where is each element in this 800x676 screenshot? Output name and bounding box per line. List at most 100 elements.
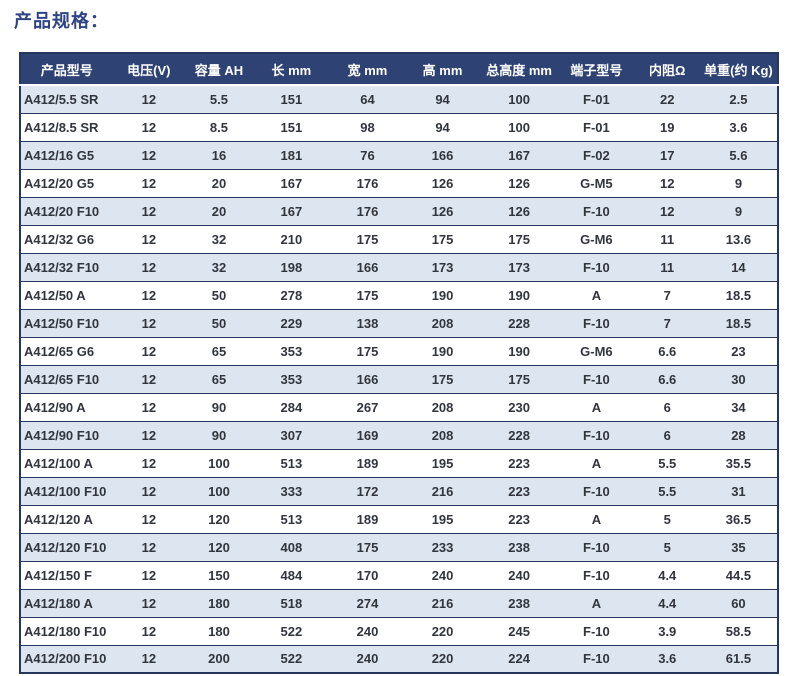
value-cell: 12 — [112, 196, 186, 225]
table-row: A412/32 G6 12 32 210 175 175 175 G-M6 11 13.6 — [20, 224, 778, 253]
table-row: A412/8.5 SR 12 8.5 151 98 94 100 F-01 19 3.6 — [20, 112, 778, 141]
table-row: A412/65 G6 12 65 353 175 190 190 G-M6 6.6 23 — [20, 336, 778, 365]
value-cell: 228 — [480, 420, 559, 449]
value-cell: 12 — [112, 224, 186, 253]
value-cell: 233 — [405, 532, 481, 561]
model-cell: A412/120 A — [20, 504, 113, 533]
value-cell: A — [558, 280, 635, 309]
model-cell: A412/100 A — [20, 448, 113, 477]
value-cell: 223 — [480, 476, 559, 505]
value-cell: 6 — [634, 420, 700, 449]
value-cell: 172 — [330, 476, 406, 505]
value-cell: 126 — [405, 196, 481, 225]
table-row: A412/16 G5 12 16 181 76 166 167 F-02 17 5.6 — [20, 140, 778, 169]
column-header-1: 产品型号 — [20, 53, 113, 86]
table-row: A412/5.5 SR 12 5.5 151 64 94 100 F-01 22 2.5 — [20, 85, 778, 113]
value-cell: 5 — [634, 504, 700, 533]
value-cell: 216 — [405, 588, 481, 617]
value-cell: 173 — [405, 252, 481, 281]
value-cell: 94 — [405, 85, 481, 113]
model-cell: A412/32 F10 — [20, 252, 113, 281]
value-cell: 522 — [252, 616, 330, 645]
value-cell: 190 — [480, 336, 559, 365]
model-cell: A412/65 G6 — [20, 336, 113, 365]
value-cell: 176 — [330, 196, 406, 225]
value-cell: 353 — [252, 336, 330, 365]
value-cell: 12 — [112, 280, 186, 309]
value-cell: 223 — [480, 504, 559, 533]
value-cell: 176 — [330, 168, 406, 197]
table-row: A412/180 F10 12 180 522 240 220 245 F-10 3.9 58.5 — [20, 616, 778, 645]
value-cell: 20 — [185, 168, 253, 197]
value-cell: 12 — [112, 364, 186, 393]
table-row: A412/200 F10 12 200 522 240 220 224 F-10 3.6 61.5 — [20, 644, 778, 673]
value-cell: 175 — [330, 532, 406, 561]
value-cell: 240 — [405, 560, 481, 589]
model-cell: A412/200 F10 — [20, 644, 113, 673]
value-cell: 64 — [330, 85, 406, 113]
table-row: A412/65 F10 12 65 353 166 175 175 F-10 6.6 30 — [20, 364, 778, 393]
value-cell: 220 — [405, 644, 481, 673]
value-cell: 408 — [252, 532, 330, 561]
value-cell: 61.5 — [699, 644, 778, 673]
model-cell: A412/32 G6 — [20, 224, 113, 253]
model-cell: A412/180 F10 — [20, 616, 113, 645]
value-cell: 126 — [480, 196, 559, 225]
value-cell: 17 — [634, 140, 700, 169]
value-cell: 175 — [330, 336, 406, 365]
value-cell: 278 — [252, 280, 330, 309]
value-cell: 120 — [185, 504, 253, 533]
value-cell: 195 — [405, 504, 481, 533]
value-cell: 22 — [634, 85, 700, 113]
value-cell: 4.4 — [634, 560, 700, 589]
value-cell: 200 — [185, 644, 253, 673]
table-row: A412/50 F10 12 50 229 138 208 228 F-10 7 18.5 — [20, 308, 778, 337]
value-cell: 223 — [480, 448, 559, 477]
value-cell: 151 — [252, 112, 330, 141]
value-cell: 9 — [699, 168, 778, 197]
value-cell: F-10 — [558, 252, 635, 281]
value-cell: F-02 — [558, 140, 635, 169]
value-cell: 4.4 — [634, 588, 700, 617]
model-cell: A412/20 F10 — [20, 196, 113, 225]
product-spec-table: 产品型号 电压(V) 容量 AH 长 mm 宽 mm 高 mm 总高度 mm 端子型号 内阻Ω 单… — [19, 52, 779, 674]
value-cell: 12 — [112, 616, 186, 645]
value-cell: 34 — [699, 392, 778, 421]
value-cell: 267 — [330, 392, 406, 421]
value-cell: A — [558, 392, 635, 421]
column-header-10: 单重(约 Kg) — [699, 53, 778, 86]
value-cell: 100 — [185, 448, 253, 477]
value-cell: 180 — [185, 588, 253, 617]
value-cell: 175 — [330, 280, 406, 309]
value-cell: F-01 — [558, 112, 635, 141]
value-cell: 3.6 — [634, 644, 700, 673]
value-cell: 98 — [330, 112, 406, 141]
value-cell: 3.9 — [634, 616, 700, 645]
table-row: A412/100 F10 12 100 333 172 216 223 F-10 5.5 31 — [20, 476, 778, 505]
value-cell: 100 — [185, 476, 253, 505]
model-cell: A412/100 F10 — [20, 476, 113, 505]
value-cell: 180 — [185, 616, 253, 645]
table-row: A412/20 G5 12 20 167 176 126 126 G-M5 12 9 — [20, 168, 778, 197]
value-cell: 6.6 — [634, 364, 700, 393]
value-cell: 12 — [112, 644, 186, 673]
value-cell: 228 — [480, 308, 559, 337]
value-cell: 12 — [112, 112, 186, 141]
value-cell: 44.5 — [699, 560, 778, 589]
model-cell: A412/90 F10 — [20, 420, 113, 449]
value-cell: 173 — [480, 252, 559, 281]
value-cell: 12 — [112, 308, 186, 337]
value-cell: 32 — [185, 224, 253, 253]
value-cell: 12 — [112, 252, 186, 281]
model-cell: A412/180 A — [20, 588, 113, 617]
value-cell: 12 — [112, 504, 186, 533]
value-cell: 190 — [480, 280, 559, 309]
model-cell: A412/16 G5 — [20, 140, 113, 169]
value-cell: 150 — [185, 560, 253, 589]
value-cell: 12 — [112, 588, 186, 617]
value-cell: 166 — [330, 364, 406, 393]
value-cell: F-10 — [558, 644, 635, 673]
value-cell: 7 — [634, 280, 700, 309]
value-cell: G-M5 — [558, 168, 635, 197]
value-cell: 36.5 — [699, 504, 778, 533]
